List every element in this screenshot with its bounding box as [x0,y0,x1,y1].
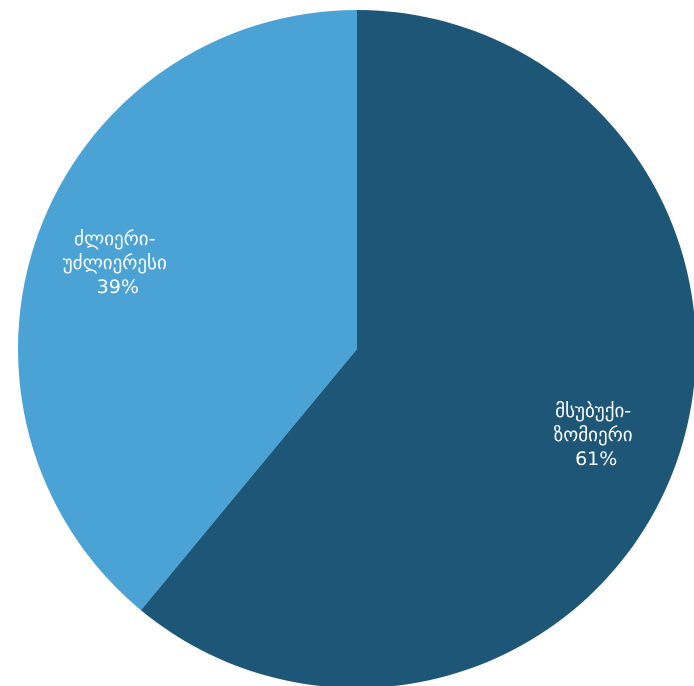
pie-slice-severe [18,10,358,611]
slice-label-moderate-line2: ზომიერი [554,424,633,446]
slice-label-severe: ძლიერი- უძლიერესი 39% [63,228,173,298]
slice-label-moderate: მსუბუქი- ზომიერი 61% [554,400,639,470]
slice-label-moderate-line1: მსუბუქი- [555,400,631,422]
slice-label-severe-value: 39% [97,276,139,298]
slice-label-severe-line2: უძლიერესი [63,252,167,274]
slice-label-moderate-value: 61% [575,448,617,470]
slice-label-severe-line1: ძლიერი- [74,228,155,250]
pie-slice-moderate [140,10,694,686]
